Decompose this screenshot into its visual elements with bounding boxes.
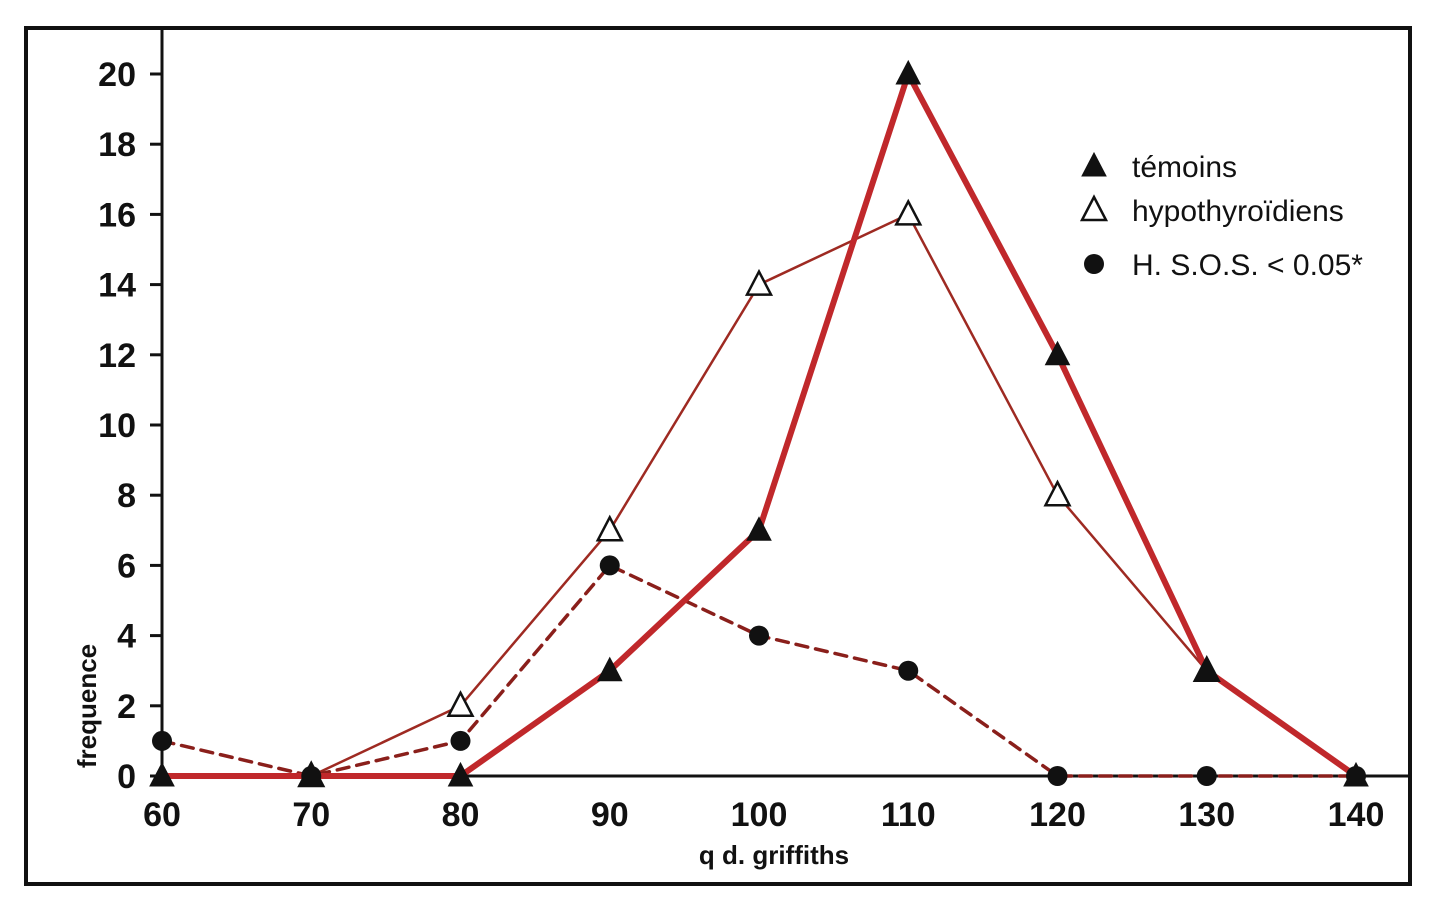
x-ticks: 60 70 80 90 100 110 120 130 140: [143, 796, 1384, 834]
x-tick-label: 100: [731, 796, 788, 834]
series-0-point: [149, 761, 175, 787]
y-tick-label: 16: [98, 196, 136, 234]
legend-label-2: H. S.O.S. < 0.05*: [1132, 249, 1363, 282]
series-2-point: [599, 555, 620, 576]
y-axis-label: frequence: [72, 644, 102, 768]
legend-marker-2: [1084, 254, 1104, 274]
legend-label-1: hypothyroïdiens: [1132, 195, 1344, 228]
series-2-point: [1196, 766, 1217, 786]
series-2-point: [1047, 766, 1068, 786]
series-markers: [149, 59, 1369, 788]
legend-marker-0: [1081, 151, 1107, 177]
series-0-point: [447, 761, 474, 787]
y-tick-label: 8: [117, 477, 136, 515]
series-line-2: [160, 563, 1358, 778]
x-tick-label: 120: [1029, 796, 1086, 834]
series-0-point: [1343, 761, 1369, 787]
x-tick-label: 110: [881, 796, 936, 834]
series-0-point: [746, 516, 772, 541]
x-tick-label: 90: [591, 796, 629, 834]
legend-marker-1: [1079, 194, 1109, 222]
y-tick-label: 14: [98, 267, 136, 305]
x-tick-label: 140: [1328, 796, 1385, 834]
y-tick-label: 4: [117, 618, 136, 656]
y-tick-label: 18: [98, 126, 136, 164]
y-tick-label: 20: [98, 56, 136, 94]
series-0-point: [298, 761, 325, 787]
legend-label-0: témoins: [1132, 151, 1237, 184]
y-tick-label: 6: [117, 547, 136, 585]
y-tick-label: 12: [98, 337, 136, 375]
series-1-point: [1043, 479, 1072, 507]
y-tick-label: 2: [117, 688, 136, 726]
series-1-point: [744, 268, 774, 296]
chart-frame: [24, 26, 1412, 886]
series-0-point: [1044, 340, 1071, 366]
legend: témoins hypothyroïdiens H. S.O.S. < 0.05*: [1079, 151, 1363, 282]
x-tick-label: 80: [442, 796, 480, 834]
x-tick-label: 70: [292, 796, 330, 834]
series-1-point: [894, 198, 923, 226]
series-0-point: [895, 59, 922, 85]
series-2-point: [898, 660, 919, 681]
series-2-point: [152, 730, 172, 751]
series-1-point: [595, 514, 624, 542]
series-0-point: [1193, 656, 1220, 682]
x-tick-label: 60: [143, 796, 181, 834]
series-1-point: [446, 690, 475, 718]
series-line-1: [310, 213, 1208, 778]
y-ticks: 0 2 4 6 8 10 12 14 16 18 20: [98, 56, 162, 796]
series-0-point: [596, 656, 623, 682]
series-2-point: [749, 625, 769, 646]
x-tick-label: 130: [1178, 796, 1235, 834]
y-tick-label: 10: [98, 407, 136, 445]
y-tick-label: 0: [117, 758, 136, 796]
series-2-point: [450, 730, 471, 751]
x-axis-label: q d. griffiths: [699, 840, 849, 870]
